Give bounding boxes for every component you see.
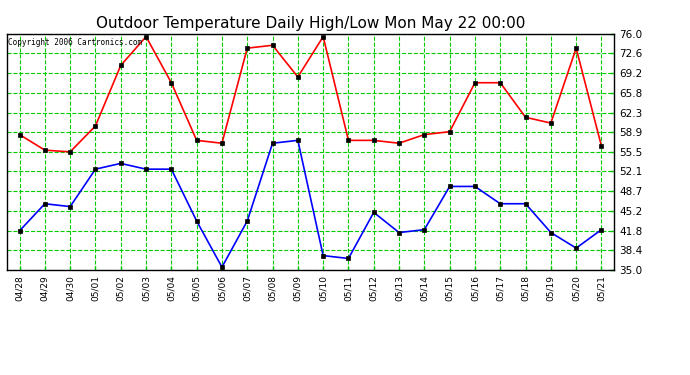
Text: Copyright 2006 Cartronics.com: Copyright 2006 Cartronics.com <box>8 39 142 48</box>
Title: Outdoor Temperature Daily High/Low Mon May 22 00:00: Outdoor Temperature Daily High/Low Mon M… <box>96 16 525 31</box>
